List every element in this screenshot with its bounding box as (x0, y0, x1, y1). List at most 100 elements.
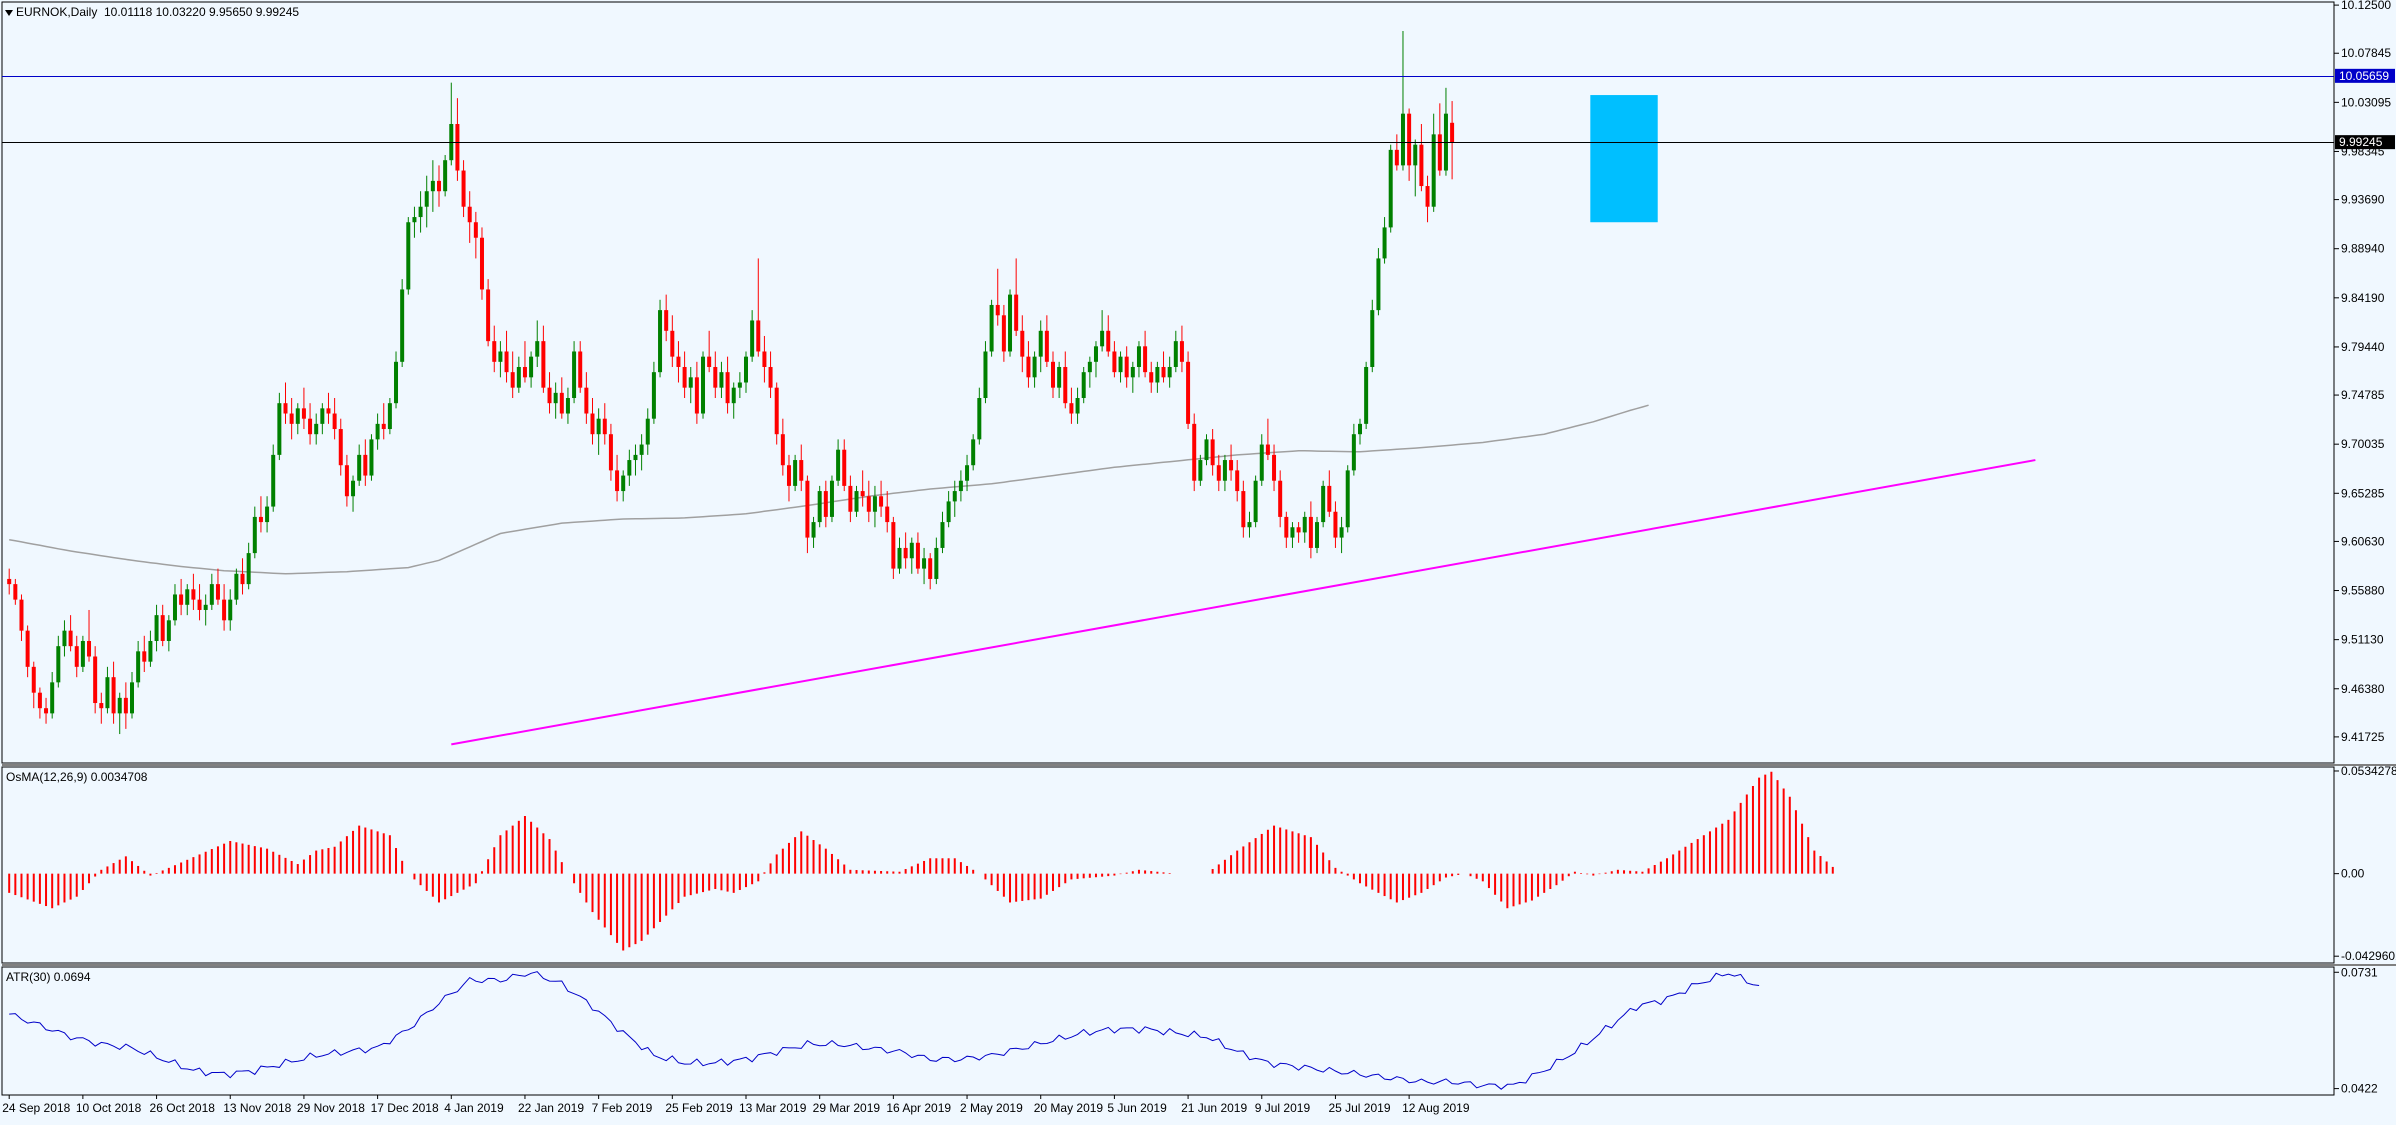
candle (946, 491, 951, 528)
atr-axis-label: 0.0731 (2341, 965, 2378, 979)
candle (719, 361, 724, 399)
candle-body (1235, 470, 1240, 492)
candle (437, 165, 441, 207)
candle (547, 372, 552, 414)
candle-body (1351, 434, 1356, 471)
candle-body (1241, 491, 1246, 528)
candle-body (1321, 485, 1326, 523)
candle (93, 646, 98, 714)
candle (1051, 351, 1055, 399)
price-tag-label: 9.99245 (2339, 135, 2383, 149)
osma-histogram-layer (8, 771, 1834, 951)
candle (344, 454, 349, 507)
highlight-rectangle[interactable] (1590, 95, 1658, 223)
candle (848, 475, 853, 523)
panel-frames (1, 1, 2396, 1096)
candle-body (940, 522, 945, 548)
candle-body (50, 682, 55, 714)
candle (258, 496, 263, 533)
candle (891, 516, 896, 579)
candle (651, 361, 656, 424)
candle (283, 382, 288, 424)
candle (338, 418, 343, 476)
candle (277, 392, 282, 461)
candle (633, 444, 638, 476)
candle-body (344, 465, 349, 497)
candle-body (965, 465, 970, 481)
candle (486, 279, 491, 347)
candle (430, 160, 435, 212)
candle (596, 408, 601, 455)
candle (860, 470, 865, 507)
candle-body (639, 444, 644, 455)
candle (903, 532, 908, 569)
candle-body (99, 703, 104, 709)
candle (461, 160, 466, 218)
candle (148, 630, 153, 667)
candle-body (1216, 465, 1221, 481)
candle-body (240, 573, 245, 585)
candle (829, 475, 834, 523)
candle (1284, 511, 1289, 548)
candle (80, 635, 85, 673)
candle-body (1173, 341, 1178, 367)
dropdown-triangle-icon[interactable] (5, 10, 13, 16)
candle (87, 609, 92, 662)
candle (750, 310, 755, 362)
candle (1327, 470, 1332, 517)
price-axis-label: 10.03095 (2341, 95, 2391, 109)
candle (1339, 516, 1344, 554)
candle-body (277, 403, 282, 455)
candle (1044, 315, 1049, 367)
candle-body (301, 408, 306, 419)
candle (682, 351, 687, 399)
candle-body (590, 413, 595, 435)
candles-layer (7, 30, 1455, 735)
candle-body (148, 640, 153, 662)
candle-body (633, 454, 638, 461)
candle (1351, 423, 1356, 476)
candle (707, 330, 712, 373)
candle (1394, 134, 1399, 171)
candle (817, 485, 822, 528)
price-lines-layer[interactable] (2, 76, 2334, 143)
candle-body (215, 584, 220, 600)
atr-line (9, 971, 1760, 1090)
candle (1259, 434, 1264, 486)
candle-body (971, 439, 976, 466)
candle (1020, 315, 1025, 373)
candle (762, 335, 767, 383)
candle (1229, 444, 1234, 481)
date-axis-label: 16 Apr 2019 (886, 1101, 951, 1115)
candle-body (1419, 144, 1424, 187)
candle (154, 604, 159, 652)
candle-body (1376, 258, 1381, 311)
candle-body (774, 387, 779, 435)
candle-body (363, 454, 368, 476)
candle-body (283, 403, 288, 414)
candle-body (565, 398, 570, 414)
candle-body (375, 423, 380, 440)
candle (725, 356, 730, 414)
candle-body (136, 651, 141, 683)
candle (289, 398, 294, 440)
candle (541, 325, 546, 393)
candle (136, 640, 141, 688)
candle-body (510, 372, 515, 388)
date-axis-label: 9 Jul 2019 (1255, 1101, 1311, 1115)
candle-body (461, 170, 466, 207)
candle (1026, 341, 1031, 388)
candle (166, 615, 171, 652)
candle-body (811, 522, 816, 538)
candle-body (578, 351, 583, 388)
candle-body (455, 124, 460, 171)
candle-body (737, 382, 742, 388)
candle (559, 377, 564, 419)
candle-body (885, 506, 890, 523)
candle-body (203, 604, 208, 610)
support-trendline[interactable] (451, 459, 2036, 746)
trendline-layer[interactable] (451, 459, 2036, 746)
candle (670, 315, 675, 367)
